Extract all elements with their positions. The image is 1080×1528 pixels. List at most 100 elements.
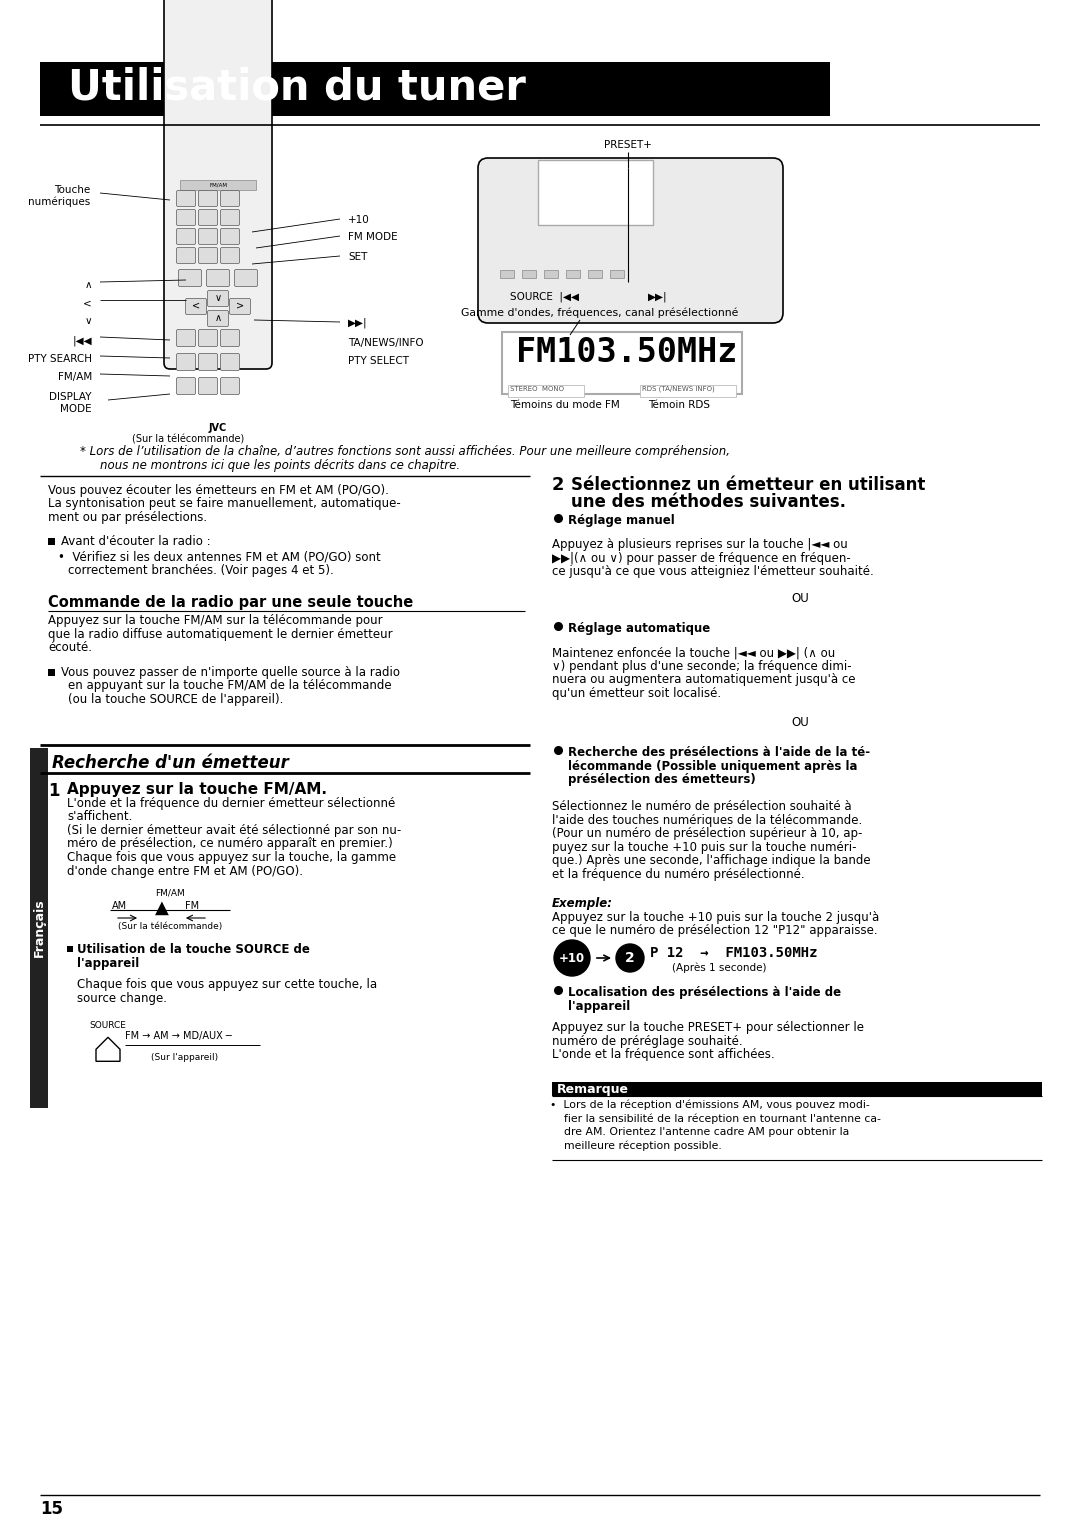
Text: Appuyez sur la touche PRESET+ pour sélectionner le: Appuyez sur la touche PRESET+ pour sélec… — [552, 1021, 864, 1034]
Bar — [522, 270, 536, 278]
Text: lécommande (Possible uniquement après la: lécommande (Possible uniquement après la — [568, 759, 858, 773]
Text: l'appareil: l'appareil — [568, 999, 631, 1013]
FancyBboxPatch shape — [220, 353, 240, 370]
Text: 15: 15 — [40, 1500, 63, 1517]
Bar — [552, 1082, 1042, 1096]
Text: ▲: ▲ — [156, 898, 168, 917]
FancyBboxPatch shape — [199, 330, 217, 347]
Text: FM: FM — [185, 902, 199, 911]
Text: Recherche des présélections à l'aide de la té-: Recherche des présélections à l'aide de … — [568, 746, 870, 759]
Bar — [640, 385, 735, 397]
Text: 2: 2 — [625, 950, 635, 966]
Text: PTY SEARCH: PTY SEARCH — [28, 354, 92, 364]
Text: Gamme d'ondes, fréquences, canal présélectionné: Gamme d'ondes, fréquences, canal préséle… — [461, 309, 739, 318]
Text: Chaque fois que vous appuyez sur cette touche, la: Chaque fois que vous appuyez sur cette t… — [77, 978, 377, 992]
Text: (Sur la télécommande): (Sur la télécommande) — [132, 435, 244, 445]
FancyBboxPatch shape — [176, 330, 195, 347]
Text: PTY SELECT: PTY SELECT — [348, 356, 409, 367]
Bar — [48, 669, 55, 675]
Text: dre AM. Orientez l'antenne cadre AM pour obtenir la: dre AM. Orientez l'antenne cadre AM pour… — [564, 1126, 849, 1137]
Text: FM/AM: FM/AM — [57, 371, 92, 382]
Text: Réglage manuel: Réglage manuel — [568, 513, 675, 527]
FancyBboxPatch shape — [176, 248, 195, 263]
Text: Exemple:: Exemple: — [552, 897, 613, 911]
FancyBboxPatch shape — [199, 229, 217, 244]
Text: Appuyez à plusieurs reprises sur la touche |◄◄ ou: Appuyez à plusieurs reprises sur la touc… — [552, 538, 848, 552]
Text: ▶▶|(∧ ou ∨) pour passer de fréquence en fréquen-: ▶▶|(∧ ou ∨) pour passer de fréquence en … — [552, 552, 851, 565]
Text: Appuyez sur la touche +10 puis sur la touche 2 jusqu'à: Appuyez sur la touche +10 puis sur la to… — [552, 911, 879, 924]
Text: SOURCE  |◀◀: SOURCE |◀◀ — [510, 292, 579, 303]
Text: Recherche d'un émetteur: Recherche d'un émetteur — [52, 753, 288, 772]
Text: * Lors de l’utilisation de la chaîne, d’autres fonctions sont aussi affichées. P: * Lors de l’utilisation de la chaîne, d’… — [80, 445, 730, 458]
Text: en appuyant sur la touche FM/AM de la télécommande: en appuyant sur la touche FM/AM de la té… — [68, 678, 392, 692]
Text: Commande de la radio par une seule touche: Commande de la radio par une seule touch… — [48, 596, 414, 610]
Text: OU: OU — [792, 593, 809, 605]
Text: (Pour un numéro de présélection supérieur à 10, ap-: (Pour un numéro de présélection supérieu… — [552, 827, 862, 840]
Bar — [30, 749, 48, 1108]
Text: FM103.50MHz: FM103.50MHz — [516, 336, 738, 368]
Text: ∨: ∨ — [84, 316, 92, 325]
FancyBboxPatch shape — [164, 0, 272, 368]
FancyBboxPatch shape — [176, 353, 195, 370]
FancyBboxPatch shape — [199, 353, 217, 370]
Bar — [566, 270, 580, 278]
Text: ∨: ∨ — [215, 293, 221, 303]
Text: ∧: ∧ — [84, 280, 92, 290]
Bar — [508, 385, 584, 397]
Text: PRESET+: PRESET+ — [604, 141, 652, 150]
Text: RDS (TA/NEWS INFO): RDS (TA/NEWS INFO) — [642, 387, 715, 393]
FancyBboxPatch shape — [206, 269, 229, 287]
Text: nous ne montrons ici que les points décrits dans ce chapitre.: nous ne montrons ici que les points décr… — [100, 458, 460, 472]
FancyBboxPatch shape — [220, 377, 240, 394]
Text: (Sur la télécommande): (Sur la télécommande) — [118, 921, 222, 931]
FancyBboxPatch shape — [176, 209, 195, 226]
Text: (Si le dernier émetteur avait été sélectionné par son nu-: (Si le dernier émetteur avait été sélect… — [67, 824, 402, 837]
Text: Témoins du mode FM: Témoins du mode FM — [510, 400, 620, 410]
Text: ∧: ∧ — [215, 313, 221, 322]
Text: Appuyez sur la touche FM/AM.: Appuyez sur la touche FM/AM. — [67, 782, 327, 798]
Text: <: < — [83, 298, 92, 309]
Text: Maintenez enfoncée la touche |◄◄ ou ▶▶| (∧ ou: Maintenez enfoncée la touche |◄◄ ou ▶▶| … — [552, 646, 835, 659]
Text: 1: 1 — [48, 782, 59, 801]
Text: •  Lors de la réception d'émissions AM, vous pouvez modi-: • Lors de la réception d'émissions AM, v… — [550, 1100, 869, 1111]
Text: FM/AM: FM/AM — [210, 182, 227, 188]
Bar — [67, 946, 73, 952]
FancyBboxPatch shape — [207, 310, 229, 327]
FancyBboxPatch shape — [186, 298, 206, 315]
Text: 2: 2 — [552, 477, 565, 494]
Text: Touche
numériques: Touche numériques — [28, 185, 90, 208]
Text: FM → AM → MD/AUX ─: FM → AM → MD/AUX ─ — [125, 1031, 232, 1041]
Text: OU: OU — [792, 717, 809, 729]
Text: •  Vérifiez si les deux antennes FM et AM (PO/GO) sont: • Vérifiez si les deux antennes FM et AM… — [58, 550, 381, 564]
Bar — [538, 160, 653, 225]
FancyBboxPatch shape — [234, 269, 257, 287]
Text: +10: +10 — [559, 952, 585, 964]
FancyBboxPatch shape — [478, 157, 783, 322]
Text: ment ou par présélections.: ment ou par présélections. — [48, 510, 207, 524]
FancyBboxPatch shape — [220, 248, 240, 263]
Text: meilleure réception possible.: meilleure réception possible. — [564, 1140, 721, 1151]
FancyBboxPatch shape — [199, 377, 217, 394]
Text: l'appareil: l'appareil — [77, 957, 139, 969]
Text: source change.: source change. — [77, 992, 167, 1004]
Bar — [40, 63, 831, 116]
Text: Sélectionnez un émetteur en utilisant: Sélectionnez un émetteur en utilisant — [571, 477, 926, 494]
FancyBboxPatch shape — [220, 330, 240, 347]
Text: Chaque fois que vous appuyez sur la touche, la gamme: Chaque fois que vous appuyez sur la touc… — [67, 851, 396, 863]
Bar — [502, 332, 742, 394]
FancyBboxPatch shape — [199, 209, 217, 226]
Text: FM/AM: FM/AM — [156, 888, 185, 897]
Text: ∨) pendant plus d'une seconde; la fréquence dimi-: ∨) pendant plus d'une seconde; la fréque… — [552, 660, 852, 672]
Text: numéro de préréglage souhaité.: numéro de préréglage souhaité. — [552, 1034, 743, 1048]
Text: DISPLAY
MODE: DISPLAY MODE — [50, 393, 92, 414]
Text: puyez sur la touche +10 puis sur la touche numéri-: puyez sur la touche +10 puis sur la touc… — [552, 840, 856, 854]
Text: AM: AM — [112, 902, 127, 911]
Text: +10: +10 — [348, 215, 369, 225]
FancyBboxPatch shape — [176, 377, 195, 394]
FancyBboxPatch shape — [220, 191, 240, 206]
Bar — [610, 270, 624, 278]
FancyBboxPatch shape — [199, 191, 217, 206]
Text: >: > — [235, 301, 244, 312]
Bar — [500, 270, 514, 278]
Text: Réglage automatique: Réglage automatique — [568, 622, 711, 636]
